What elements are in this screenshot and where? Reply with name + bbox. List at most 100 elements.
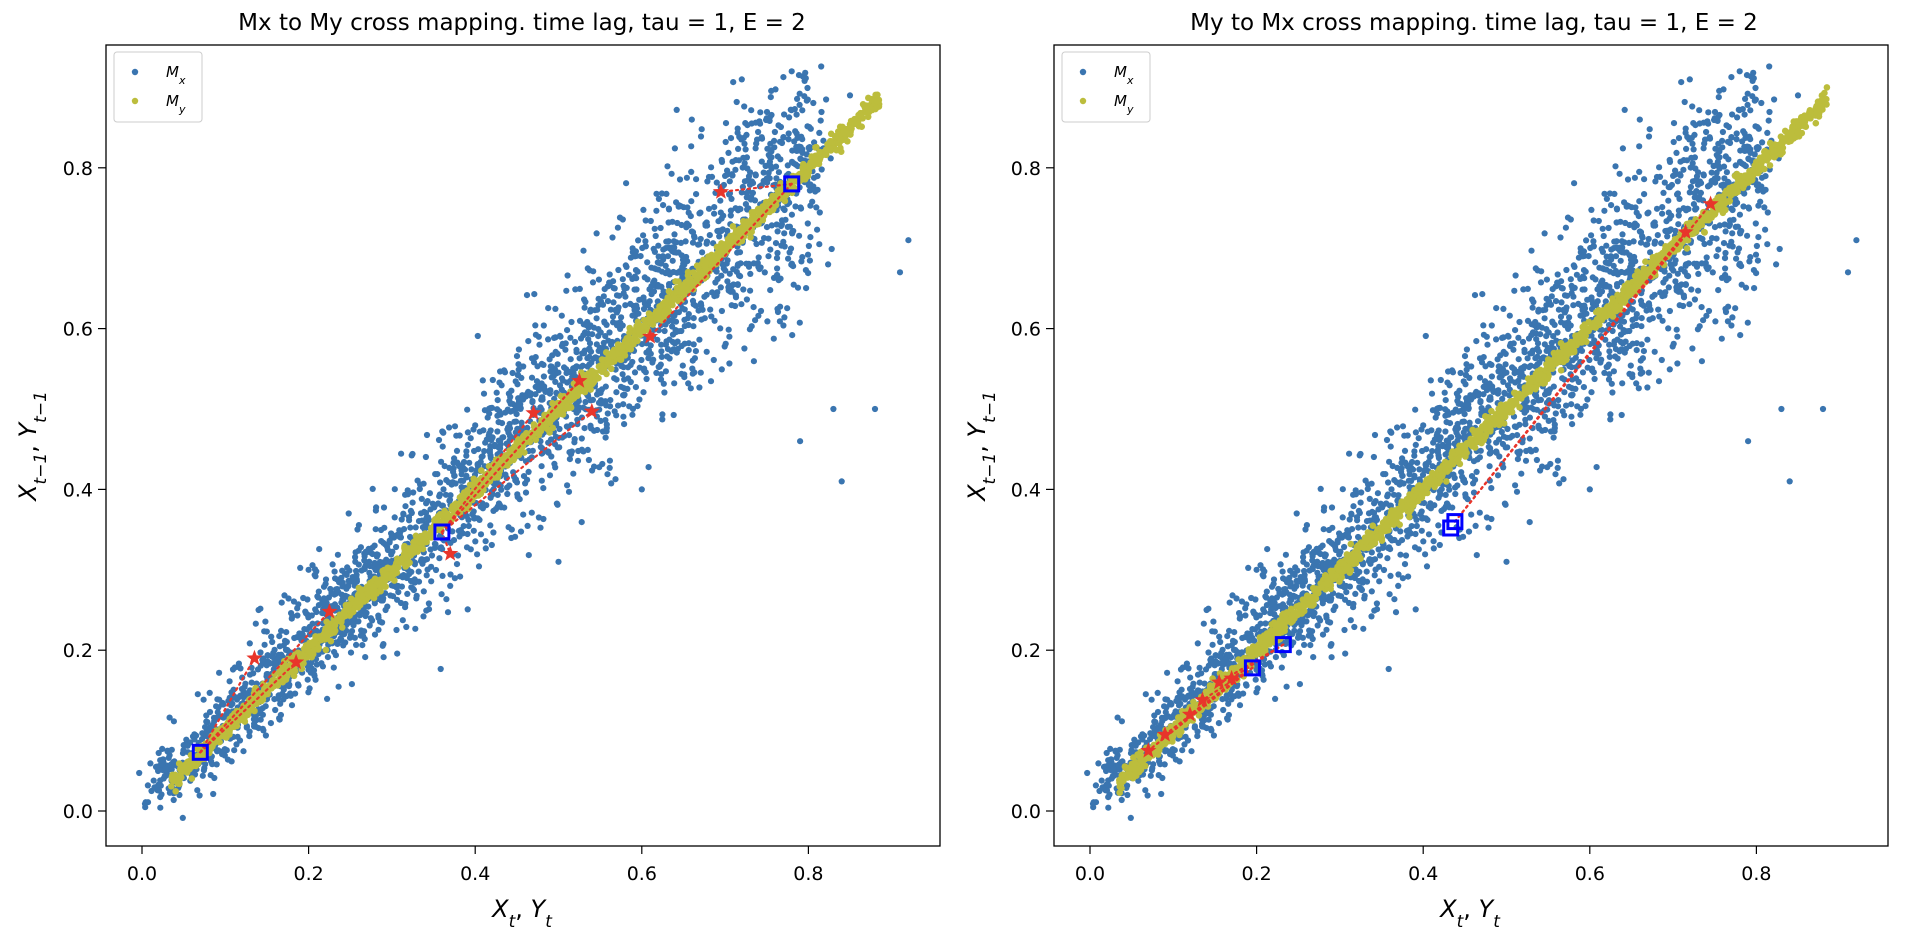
- mx-point: [755, 128, 762, 136]
- mx-point: [1757, 198, 1764, 205]
- mx-point: [412, 524, 419, 531]
- mx-point: [795, 72, 803, 79]
- my-point: [557, 403, 564, 411]
- mx-point: [652, 232, 659, 240]
- mx-point: [703, 240, 710, 247]
- mx-point: [683, 174, 691, 181]
- my-point: [370, 588, 378, 595]
- mx-point: [749, 189, 757, 196]
- mx-point: [231, 664, 238, 671]
- mx-point: [1368, 588, 1375, 595]
- mx-point: [400, 511, 407, 518]
- my-point: [586, 376, 593, 383]
- mx-point: [451, 575, 458, 582]
- mx-point: [603, 428, 610, 435]
- mx-point: [650, 356, 657, 363]
- mx-point: [718, 272, 725, 279]
- mx-point: [620, 413, 627, 420]
- my-point: [282, 676, 290, 683]
- mx-point: [447, 571, 454, 578]
- mx-point: [472, 422, 479, 429]
- mx-point: [260, 727, 267, 734]
- mx-point: [1371, 572, 1378, 579]
- my-point: [604, 361, 612, 368]
- my-point: [816, 148, 823, 156]
- x-tick-label: 0.8: [793, 863, 823, 885]
- mx-point: [570, 470, 577, 477]
- mx-point: [295, 682, 302, 689]
- mx-point: [350, 622, 357, 629]
- mx-point: [206, 708, 214, 716]
- left-legend: Mx My: [113, 51, 203, 123]
- mx-point: [756, 118, 763, 125]
- mx-point: [827, 155, 834, 162]
- mx-point: [1363, 568, 1370, 575]
- mx-point: [538, 463, 545, 470]
- mx-point: [1485, 524, 1492, 531]
- mx-point: [744, 122, 751, 129]
- mx-point: [659, 411, 666, 418]
- mx-point: [487, 522, 494, 529]
- mx-point: [548, 374, 555, 381]
- mx-point: [788, 211, 796, 218]
- mx-point: [246, 728, 253, 735]
- my-point: [466, 481, 474, 489]
- mx-point: [386, 537, 393, 544]
- mx-point: [415, 518, 423, 525]
- mx-point: [537, 524, 544, 531]
- mx-point: [1148, 696, 1155, 703]
- my-point: [403, 561, 411, 569]
- mx-point: [562, 340, 569, 347]
- mx-point: [545, 305, 552, 312]
- mx-point: [277, 700, 284, 707]
- mx-point: [312, 606, 319, 613]
- mx-point: [321, 596, 328, 603]
- mx-point: [257, 649, 264, 656]
- mx-point: [581, 296, 588, 303]
- mx-point: [718, 215, 725, 222]
- mx-point: [755, 312, 762, 319]
- mx-point: [199, 772, 206, 779]
- mx-point: [640, 305, 648, 313]
- mx-point: [642, 217, 649, 224]
- mx-point: [446, 497, 453, 504]
- mx-point: [838, 478, 845, 485]
- mx-point: [272, 706, 279, 714]
- mx-point: [506, 482, 513, 489]
- mx-point: [726, 270, 733, 277]
- mx-point: [1346, 450, 1353, 457]
- mx-point: [732, 166, 739, 173]
- mx-point: [789, 147, 796, 154]
- mx-point: [395, 582, 402, 590]
- mx-point: [807, 234, 814, 241]
- mx-point: [646, 298, 653, 305]
- mx-point: [697, 133, 705, 140]
- mx-point: [719, 261, 726, 268]
- mx-point: [338, 636, 345, 643]
- mx-point: [1220, 706, 1227, 714]
- my-point: [587, 386, 594, 393]
- mx-point: [809, 198, 816, 205]
- my-point: [543, 425, 551, 432]
- mx-point: [155, 749, 162, 757]
- mx-point: [791, 138, 798, 145]
- mx-point: [1606, 353, 1613, 360]
- mx-point: [509, 369, 516, 377]
- mx-point: [757, 109, 764, 116]
- mx-point: [535, 514, 543, 521]
- mx-point: [575, 447, 582, 455]
- mx-point: [1584, 396, 1591, 403]
- mx-point: [425, 606, 433, 613]
- mx-point: [818, 63, 825, 70]
- mx-point: [281, 592, 288, 599]
- mx-point: [748, 107, 755, 114]
- mx-point: [732, 294, 740, 301]
- mx-point: [615, 266, 622, 274]
- mx-point: [660, 202, 667, 209]
- mx-point: [424, 498, 431, 505]
- my-point: [635, 326, 643, 334]
- mx-point: [725, 149, 732, 156]
- mx-point: [816, 129, 823, 136]
- mx-point: [578, 519, 585, 526]
- mx-point: [144, 782, 151, 789]
